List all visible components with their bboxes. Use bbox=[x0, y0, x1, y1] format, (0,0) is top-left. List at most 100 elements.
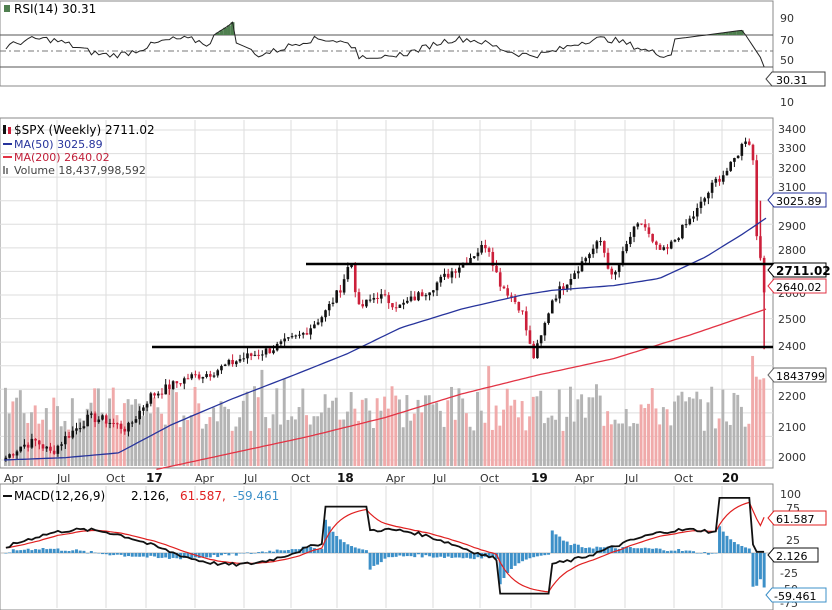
candle-body bbox=[350, 264, 353, 268]
volume-bar bbox=[163, 424, 167, 466]
macd-histogram-bar bbox=[368, 553, 372, 570]
volume-bar bbox=[606, 411, 610, 466]
macd-histogram-bar bbox=[561, 540, 565, 553]
macd-histogram-bar bbox=[346, 544, 350, 553]
volume-bar bbox=[762, 378, 766, 466]
volume-bar bbox=[576, 399, 580, 466]
macd-histogram-bar bbox=[684, 550, 688, 553]
macd-histogram-bar bbox=[420, 553, 424, 558]
volume-bar bbox=[695, 391, 699, 466]
macd-histogram-bar bbox=[115, 553, 119, 555]
volume-bar bbox=[282, 379, 286, 466]
volume-bar bbox=[490, 429, 494, 466]
volume-bar bbox=[725, 421, 729, 466]
price-candles bbox=[4, 137, 766, 462]
volume-bar bbox=[323, 394, 327, 466]
candle-body bbox=[353, 264, 357, 293]
candle-body bbox=[417, 292, 420, 301]
candle-body bbox=[130, 422, 134, 424]
candle-body bbox=[294, 335, 298, 337]
macd-histogram-bar bbox=[309, 546, 313, 553]
volume-bar bbox=[602, 425, 606, 466]
candle-body bbox=[290, 336, 294, 338]
volume-bar bbox=[591, 397, 595, 466]
candle-body bbox=[591, 248, 595, 255]
volume-bar bbox=[160, 413, 164, 466]
candle-body bbox=[8, 454, 11, 458]
rsi-overbought-fill bbox=[713, 33, 718, 35]
volume-bar bbox=[316, 416, 320, 466]
macd-histogram-bar bbox=[584, 547, 588, 553]
candle-body bbox=[599, 241, 602, 243]
candle-body bbox=[30, 438, 34, 448]
macd-histogram-bar bbox=[692, 551, 696, 553]
rsi-overbought-fill bbox=[721, 32, 726, 35]
volume-bar bbox=[286, 419, 290, 466]
volume-bar bbox=[431, 404, 435, 466]
macd-histogram-bar bbox=[651, 548, 655, 553]
volume-bar bbox=[383, 396, 387, 466]
candle-body bbox=[93, 413, 97, 423]
x-label-apr-19: Apr bbox=[575, 472, 595, 485]
volume-bar bbox=[684, 401, 688, 466]
candle-body bbox=[313, 324, 316, 329]
macd-legend-hist: -59.461 bbox=[233, 489, 279, 503]
volume-bar bbox=[204, 423, 208, 466]
candle-body bbox=[424, 295, 428, 297]
candle-body bbox=[688, 218, 692, 225]
macd-histogram-bar bbox=[242, 552, 246, 554]
macd-histogram-bar bbox=[342, 542, 346, 553]
candle-body bbox=[543, 323, 547, 336]
macd-histogram-bar bbox=[636, 548, 640, 553]
price-axis-3400: 3400 bbox=[778, 123, 806, 136]
macd-histogram-bar bbox=[197, 553, 201, 558]
macd-histogram-bar bbox=[706, 553, 710, 555]
macd-histogram-bar bbox=[413, 553, 417, 558]
macd-histogram-bar bbox=[695, 553, 699, 554]
candle-body bbox=[320, 317, 324, 323]
candle-body bbox=[257, 354, 260, 356]
price-axis-2400: 2400 bbox=[778, 340, 806, 353]
candle-body bbox=[524, 311, 528, 331]
macd-histogram-bar bbox=[316, 549, 320, 553]
candle-body bbox=[123, 428, 127, 432]
candle-body bbox=[747, 141, 751, 145]
volume-bar bbox=[539, 390, 543, 466]
volume-bar bbox=[520, 401, 524, 466]
macd-legend: MACD(12,26,9) 2.126, 61.587, -59.461 bbox=[3, 489, 279, 503]
volume-bar bbox=[702, 430, 706, 466]
price-axis-2000: 2000 bbox=[778, 451, 806, 464]
candle-body bbox=[721, 175, 725, 182]
macd-histogram-bar bbox=[454, 553, 458, 558]
volume-bar bbox=[186, 420, 190, 466]
macd-histogram-bar bbox=[506, 553, 510, 574]
macd-histogram-bar bbox=[502, 553, 506, 579]
volume-bar bbox=[271, 414, 275, 466]
candle-body bbox=[15, 451, 19, 456]
macd-histogram-bar bbox=[301, 546, 305, 553]
volume-bar bbox=[264, 417, 268, 466]
macd-histogram-bar bbox=[576, 544, 580, 553]
macd-histogram-bar bbox=[625, 546, 629, 553]
macd-histogram-bar bbox=[48, 548, 52, 553]
x-label-jul-17: Jul bbox=[243, 472, 257, 485]
volume-bar bbox=[89, 402, 93, 466]
macd-histogram-bar bbox=[539, 553, 543, 556]
volume-bar bbox=[409, 420, 413, 466]
candle-body bbox=[82, 426, 86, 429]
macd-histogram-bar bbox=[647, 548, 651, 553]
candle-body bbox=[127, 422, 130, 432]
candle-body bbox=[669, 241, 673, 249]
volume-bar bbox=[312, 416, 316, 466]
candle-body bbox=[112, 422, 115, 424]
candle-body bbox=[249, 353, 253, 356]
candle-body bbox=[614, 271, 617, 275]
candle-body bbox=[197, 374, 201, 379]
candle-body bbox=[409, 296, 413, 301]
price-axis-3100: 3100 bbox=[778, 181, 806, 194]
volume-bar bbox=[197, 403, 201, 466]
candle-body bbox=[576, 271, 580, 274]
macd-histogram-bar bbox=[755, 553, 759, 586]
candle-body bbox=[171, 381, 175, 390]
macd-histogram-bar bbox=[744, 547, 748, 553]
